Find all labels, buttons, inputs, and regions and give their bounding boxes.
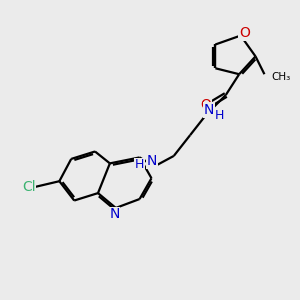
Text: N: N: [147, 154, 157, 168]
Text: Cl: Cl: [22, 180, 35, 194]
Text: O: O: [239, 26, 250, 40]
Text: N: N: [109, 208, 119, 221]
Text: H: H: [215, 109, 224, 122]
Text: CH₃: CH₃: [271, 72, 290, 82]
Text: H: H: [135, 158, 144, 171]
Text: O: O: [200, 98, 211, 112]
Text: N: N: [204, 103, 214, 117]
